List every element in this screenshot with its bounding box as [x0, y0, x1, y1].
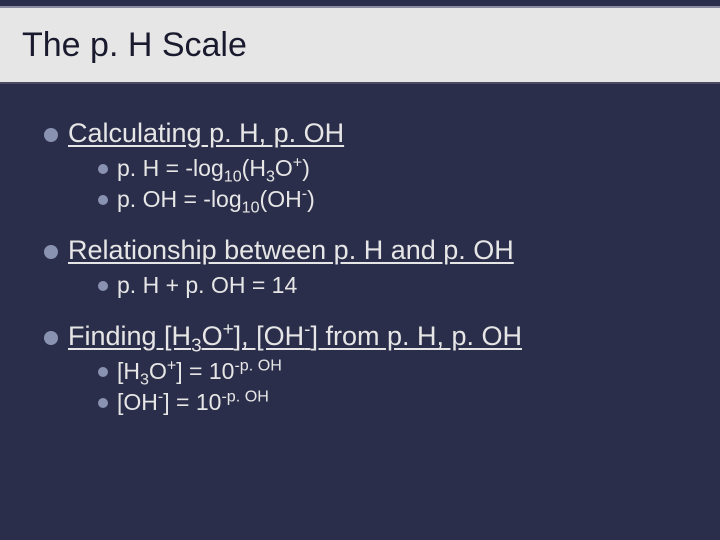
slide-title: The p. H Scale [22, 26, 247, 65]
list-item: [OH-] = 10-p. OH [98, 389, 700, 416]
section-items: p. H + p. OH = 14 [98, 272, 700, 299]
heading-text: Finding [H3O+], [OH-] from p. H, p. OH [68, 321, 522, 352]
bullet-icon [98, 164, 108, 174]
list-item: p. H + p. OH = 14 [98, 272, 700, 299]
bullet-icon [98, 281, 108, 291]
section-items: [H3O+] = 10-p. OH [OH-] = 10-p. OH [98, 358, 700, 416]
bullet-list: Calculating p. H, p. OH p. H = -log10(H3… [44, 118, 700, 416]
item-text: p. OH = -log10(OH-) [117, 186, 315, 213]
heading-text: Calculating p. H, p. OH [68, 118, 344, 149]
bullet-icon [98, 367, 108, 377]
content-area: Calculating p. H, p. OH p. H = -log10(H3… [0, 90, 720, 416]
bullet-icon [44, 128, 58, 142]
item-text: p. H = -log10(H3O+) [117, 155, 310, 182]
list-item: p. OH = -log10(OH-) [98, 186, 700, 213]
item-text: [H3O+] = 10-p. OH [117, 358, 282, 385]
item-text: p. H + p. OH = 14 [117, 272, 297, 299]
section-items: p. H = -log10(H3O+) p. OH = -log10(OH-) [98, 155, 700, 213]
item-text: [OH-] = 10-p. OH [117, 389, 269, 416]
bullet-icon [44, 245, 58, 259]
section-heading: Relationship between p. H and p. OH [44, 235, 700, 266]
title-block: The p. H Scale [0, 6, 720, 84]
bullet-icon [44, 331, 58, 345]
bullet-icon [98, 195, 108, 205]
section-heading: Finding [H3O+], [OH-] from p. H, p. OH [44, 321, 700, 352]
list-item: p. H = -log10(H3O+) [98, 155, 700, 182]
heading-text: Relationship between p. H and p. OH [68, 235, 514, 266]
list-item: [H3O+] = 10-p. OH [98, 358, 700, 385]
section-heading: Calculating p. H, p. OH [44, 118, 700, 149]
bullet-icon [98, 398, 108, 408]
slide: The p. H Scale Calculating p. H, p. OH p… [0, 6, 720, 540]
